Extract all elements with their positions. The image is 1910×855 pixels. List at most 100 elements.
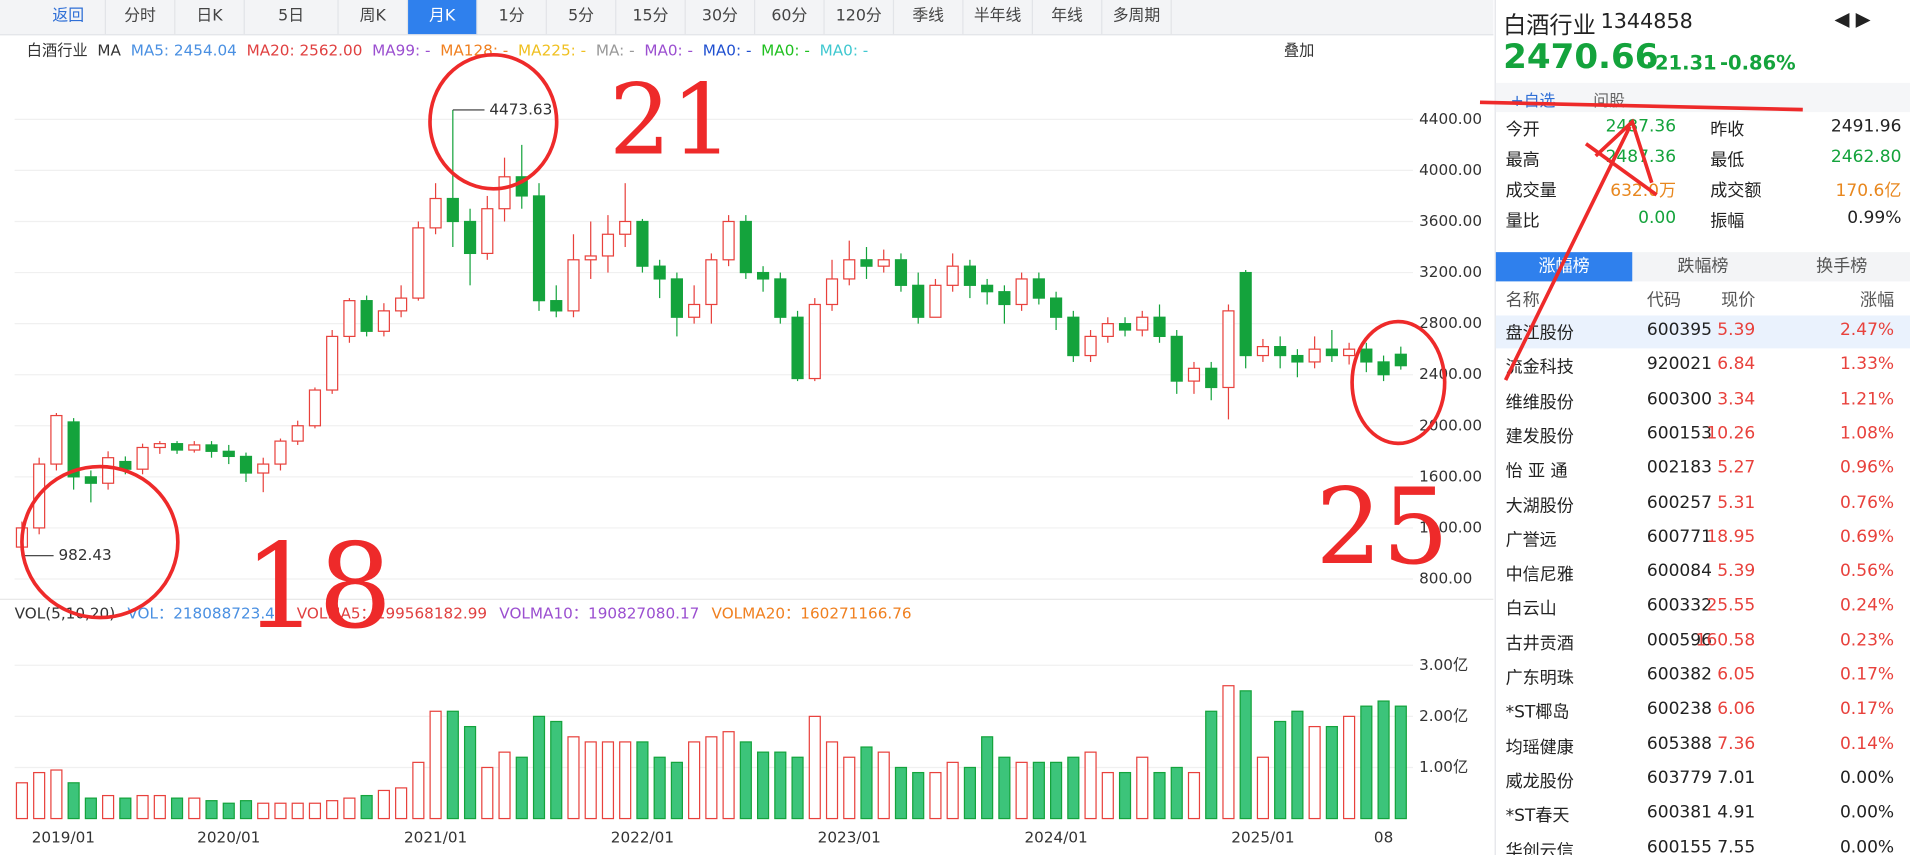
stock-code: 600332 bbox=[1646, 596, 1712, 616]
side-panel: 白酒行业 1344858 ◀ ▶ 2470.66 -21.31 -0.86% +… bbox=[1494, 0, 1910, 855]
y-tick-label: 800.00 bbox=[1419, 569, 1472, 587]
candle-body bbox=[963, 265, 977, 286]
ranking-tab[interactable]: 换手榜 bbox=[1816, 257, 1868, 277]
volume-bar bbox=[326, 800, 339, 820]
stock-name[interactable]: 大湖股份 bbox=[1505, 496, 1574, 516]
stock-name[interactable]: 流金科技 bbox=[1505, 358, 1574, 378]
stock-name[interactable]: 建发股份 bbox=[1505, 427, 1574, 447]
stock-price: 6.05 bbox=[1717, 665, 1756, 685]
toolbar-tab[interactable]: 周K bbox=[339, 0, 409, 35]
toolbar-tab[interactable]: 5分 bbox=[547, 0, 617, 35]
stock-name[interactable]: 怡 亚 通 bbox=[1505, 461, 1568, 482]
stock-name[interactable]: 广誉远 bbox=[1505, 530, 1557, 551]
stock-change: 0.56% bbox=[1839, 561, 1895, 582]
stock-name[interactable]: *ST春天 bbox=[1505, 806, 1570, 827]
y-tick-label: 2800.00 bbox=[1419, 314, 1482, 332]
quote-price: 2470.66 bbox=[1503, 36, 1659, 77]
volume-bar bbox=[1050, 761, 1063, 820]
stock-name[interactable]: 中信尼雅 bbox=[1505, 565, 1574, 585]
candle-body bbox=[1015, 278, 1028, 306]
volume-bar bbox=[670, 761, 683, 820]
candle-body bbox=[567, 259, 580, 312]
stock-change: 0.00% bbox=[1839, 837, 1895, 855]
stock-name[interactable]: 古井贡酒 bbox=[1505, 634, 1574, 654]
nav-arrows[interactable]: ◀ ▶ bbox=[1834, 7, 1871, 31]
stock-name[interactable]: 维维股份 bbox=[1505, 392, 1574, 413]
volume-bar bbox=[222, 802, 235, 820]
candle-body bbox=[929, 284, 942, 318]
y-tick-label: 2.00亿 bbox=[1419, 707, 1468, 725]
toolbar-tab[interactable]: 年线 bbox=[1033, 0, 1103, 35]
legend-item: VOLMA20：160271166.76 bbox=[712, 604, 912, 622]
toolbar-tab[interactable]: 分时 bbox=[106, 0, 176, 35]
stock-name[interactable]: 广东明珠 bbox=[1505, 668, 1574, 689]
volume-bar bbox=[894, 766, 908, 820]
field-value: 2487.36 bbox=[1605, 116, 1677, 137]
toolbar-tab[interactable]: 5日 bbox=[245, 0, 339, 35]
volume-bar bbox=[360, 794, 373, 820]
toolbar-tab[interactable]: 120分 bbox=[825, 0, 895, 35]
stock-name[interactable]: 均瑶健康 bbox=[1505, 737, 1574, 758]
stock-name[interactable]: 盘江股份 bbox=[1505, 324, 1574, 344]
toolbar-tab[interactable]: 30分 bbox=[686, 0, 756, 35]
volume-bar bbox=[136, 794, 149, 820]
ranking-tab[interactable]: 涨幅榜 bbox=[1495, 252, 1633, 282]
legend-item: MA99: - bbox=[372, 42, 430, 60]
toolbar-tab[interactable]: 半年线 bbox=[964, 0, 1033, 35]
stock-name[interactable]: *ST椰岛 bbox=[1505, 703, 1570, 723]
button-bar bbox=[1495, 82, 1910, 113]
toolbar-tab[interactable]: 多周期 bbox=[1102, 0, 1172, 35]
toolbar-tab[interactable]: 日K bbox=[175, 0, 245, 35]
volume-bar bbox=[1187, 771, 1201, 820]
toolbar-tab[interactable]: 15分 bbox=[616, 0, 686, 35]
stock-name[interactable]: 白云山 bbox=[1505, 599, 1557, 620]
stock-name[interactable]: 华创云信 bbox=[1505, 841, 1574, 855]
volume-bar bbox=[308, 802, 322, 820]
candle-body bbox=[636, 220, 649, 267]
toolbar-tab[interactable]: 月K bbox=[408, 0, 478, 35]
volume-bar bbox=[291, 802, 304, 820]
candle-body bbox=[1084, 335, 1097, 357]
candle-body bbox=[239, 455, 253, 474]
volume-bar bbox=[429, 710, 442, 820]
stock-code: 600395 bbox=[1646, 320, 1712, 340]
volume-bar bbox=[584, 741, 597, 820]
volume-bar bbox=[688, 741, 701, 820]
stock-change: 2.47% bbox=[1839, 320, 1895, 340]
ask-button[interactable]: 问股 bbox=[1593, 92, 1625, 111]
field-label: 振幅 bbox=[1710, 211, 1745, 232]
candle-body bbox=[15, 527, 29, 548]
field-value: 2491.96 bbox=[1830, 116, 1902, 137]
toolbar-tab[interactable]: 1分 bbox=[477, 0, 547, 35]
stock-price: 160.58 bbox=[1695, 630, 1756, 651]
y-tick-label: 1.00亿 bbox=[1419, 758, 1468, 776]
candle-body bbox=[808, 303, 821, 380]
volume-bar bbox=[1343, 715, 1356, 820]
stock-price: 6.84 bbox=[1717, 354, 1756, 375]
max-label: 4473.63 bbox=[489, 100, 552, 118]
toolbar-tab[interactable]: 60分 bbox=[755, 0, 825, 35]
ranking-tab[interactable]: 跌幅榜 bbox=[1677, 257, 1729, 277]
volume-bar bbox=[756, 751, 770, 820]
add-watch-button[interactable]: +自选 bbox=[1510, 92, 1556, 111]
stock-name[interactable]: 威龙股份 bbox=[1505, 772, 1574, 792]
legend-item: MA20: 2562.00 bbox=[247, 42, 363, 60]
toolbar-tab[interactable]: 季线 bbox=[894, 0, 964, 35]
stock-price: 5.27 bbox=[1717, 458, 1756, 478]
y-tick-label: 4000.00 bbox=[1419, 161, 1482, 179]
x-tick-label: 2019/01 bbox=[32, 829, 95, 847]
stock-price: 7.55 bbox=[1717, 837, 1756, 855]
stock-code: 920021 bbox=[1646, 354, 1712, 375]
stock-price: 7.36 bbox=[1717, 734, 1756, 754]
volume-bar bbox=[1239, 690, 1252, 820]
stock-price: 7.01 bbox=[1717, 768, 1756, 788]
candle-body bbox=[791, 316, 804, 380]
tool-button[interactable]: 叠加 bbox=[1284, 42, 1314, 60]
quote-change-pct: -0.86% bbox=[1719, 51, 1796, 75]
y-tick-label: 2400.00 bbox=[1419, 365, 1482, 383]
volume-bar bbox=[1032, 761, 1045, 820]
toolbar-tab[interactable]: 返回 bbox=[32, 0, 106, 35]
candle-body bbox=[257, 463, 270, 474]
candle-body bbox=[343, 300, 356, 338]
volume-bar bbox=[653, 756, 666, 820]
